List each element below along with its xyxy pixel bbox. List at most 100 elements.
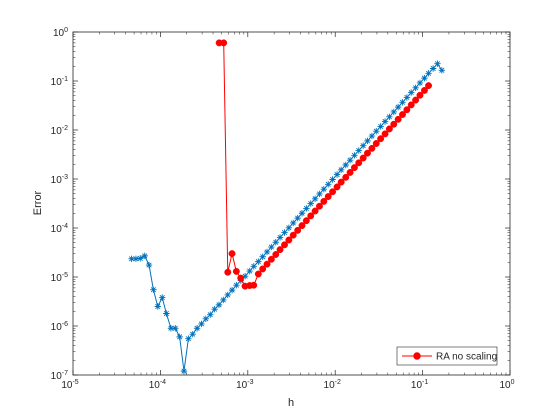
data-point bbox=[342, 173, 350, 181]
data-point bbox=[294, 226, 302, 234]
data-point bbox=[224, 291, 231, 299]
data-point bbox=[307, 200, 314, 207]
data-point bbox=[399, 99, 406, 106]
data-point bbox=[189, 331, 196, 338]
data-point bbox=[373, 128, 380, 135]
data-point bbox=[276, 246, 284, 254]
plot-area bbox=[73, 32, 510, 375]
data-point bbox=[263, 248, 271, 256]
data-point bbox=[381, 130, 389, 138]
data-point bbox=[180, 367, 188, 375]
data-point bbox=[320, 197, 328, 205]
data-point bbox=[386, 113, 393, 120]
y-tick-label: 10-7 bbox=[51, 370, 68, 382]
data-point bbox=[163, 310, 170, 317]
data-point bbox=[329, 176, 336, 183]
data-point bbox=[241, 272, 249, 280]
data-point bbox=[232, 267, 240, 275]
data-point bbox=[346, 169, 354, 176]
x-tick-label: 10-1 bbox=[411, 379, 428, 391]
data-point bbox=[311, 207, 319, 215]
x-tick-label: 10-2 bbox=[324, 379, 341, 391]
data-point bbox=[290, 219, 297, 227]
y-tick-label: 10-3 bbox=[51, 174, 68, 186]
y-tick-label: 10-5 bbox=[51, 272, 68, 284]
data-point bbox=[324, 193, 332, 201]
x-axis-label: h bbox=[288, 397, 294, 409]
data-point bbox=[281, 241, 288, 249]
data-point bbox=[381, 118, 389, 125]
series-layer bbox=[128, 39, 446, 375]
data-point bbox=[211, 306, 218, 313]
data-point bbox=[141, 252, 148, 260]
data-point bbox=[333, 171, 341, 178]
data-point bbox=[377, 123, 384, 130]
data-point bbox=[228, 286, 236, 294]
data-point bbox=[438, 67, 446, 74]
data-point bbox=[416, 79, 424, 87]
data-point bbox=[390, 108, 397, 116]
y-tick-label: 10-1 bbox=[51, 76, 68, 88]
y-axis-label: Error bbox=[32, 190, 44, 215]
data-point bbox=[250, 281, 258, 289]
data-point bbox=[298, 222, 306, 230]
data-point bbox=[202, 315, 210, 323]
data-point bbox=[220, 39, 228, 47]
data-point bbox=[167, 325, 175, 332]
data-point bbox=[390, 120, 398, 128]
data-point bbox=[316, 190, 323, 198]
data-point bbox=[259, 253, 266, 260]
data-point bbox=[350, 164, 358, 172]
data-point bbox=[281, 229, 288, 236]
data-point bbox=[329, 188, 337, 196]
legend-marker-ra-no-scaling bbox=[413, 352, 421, 360]
data-point bbox=[421, 74, 428, 82]
data-point bbox=[364, 149, 371, 157]
data-point bbox=[237, 274, 245, 282]
data-point bbox=[351, 152, 358, 159]
data-point bbox=[207, 311, 214, 318]
data-point bbox=[403, 94, 411, 101]
data-point bbox=[337, 178, 345, 186]
y-tick-label: 10-2 bbox=[51, 125, 68, 137]
data-point bbox=[307, 212, 315, 220]
data-point bbox=[434, 60, 441, 67]
data-point bbox=[246, 267, 253, 275]
data-point bbox=[255, 258, 262, 265]
data-point bbox=[399, 111, 406, 118]
data-point bbox=[289, 231, 297, 239]
data-point bbox=[228, 250, 236, 258]
data-point bbox=[176, 333, 183, 341]
data-point bbox=[276, 234, 284, 241]
data-point bbox=[364, 137, 371, 145]
data-point bbox=[137, 255, 144, 262]
data-point bbox=[224, 268, 232, 276]
legend: RA no scaling bbox=[396, 346, 498, 366]
data-point bbox=[385, 125, 393, 133]
data-point bbox=[408, 89, 415, 96]
data-point bbox=[154, 303, 161, 310]
data-point bbox=[303, 205, 310, 212]
data-point bbox=[425, 70, 432, 77]
x-tick-label: 100 bbox=[499, 379, 514, 391]
data-point bbox=[368, 132, 376, 140]
data-point bbox=[372, 140, 380, 147]
data-point bbox=[416, 91, 424, 99]
data-point bbox=[316, 202, 323, 210]
data-point bbox=[145, 261, 153, 269]
y-tick-label: 10-4 bbox=[51, 223, 68, 235]
data-point bbox=[150, 286, 157, 293]
data-point bbox=[320, 185, 328, 193]
data-point bbox=[159, 294, 166, 301]
x-tick-label: 10-4 bbox=[149, 379, 166, 391]
data-point bbox=[325, 181, 332, 188]
data-point bbox=[346, 156, 354, 164]
data-point bbox=[407, 101, 415, 109]
data-point bbox=[193, 325, 201, 332]
data-point bbox=[298, 210, 306, 217]
legend-label-ra-no-scaling: RA no scaling bbox=[436, 352, 497, 363]
data-point bbox=[132, 255, 140, 263]
data-point bbox=[355, 159, 363, 167]
data-point bbox=[429, 65, 437, 72]
